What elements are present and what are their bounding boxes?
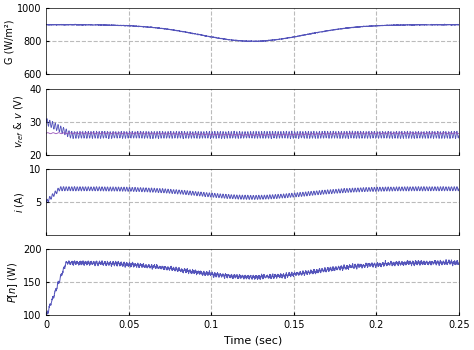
Y-axis label: $i$ (A): $i$ (A) [13, 191, 27, 212]
Y-axis label: G (W/m²): G (W/m²) [4, 19, 14, 63]
X-axis label: Time (sec): Time (sec) [224, 336, 282, 346]
Y-axis label: $v_{ref}$ & $v$ (V): $v_{ref}$ & $v$ (V) [13, 95, 26, 148]
Y-axis label: $P[n]$ (W): $P[n]$ (W) [6, 262, 20, 303]
